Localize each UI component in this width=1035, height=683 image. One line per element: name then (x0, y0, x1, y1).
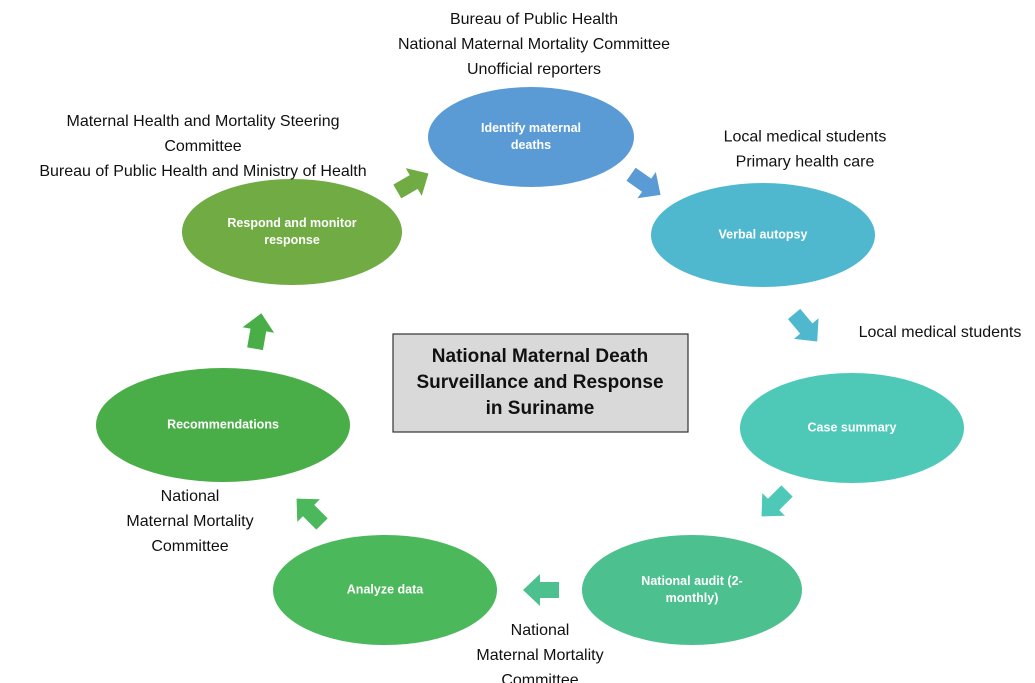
step-node (740, 373, 964, 483)
flow-arrow (242, 313, 275, 351)
annotation: National Maternal Mortality Committee (398, 36, 670, 53)
flow-arrow (523, 574, 559, 606)
flow-arrow (626, 167, 661, 199)
annotation: Primary health care (736, 154, 875, 171)
node-label: response (264, 233, 320, 247)
step-node (651, 183, 875, 287)
annotation: Bureau of Public Health (450, 11, 618, 28)
title-box (392, 333, 689, 433)
title-text: National Maternal Death (432, 346, 648, 367)
annotation: Committee (151, 538, 228, 555)
title-text: Surveillance and Response (416, 372, 663, 393)
node-label: National audit (2- (641, 574, 742, 588)
node-label: Verbal autopsy (719, 227, 808, 241)
node-label: Case summary (808, 420, 897, 434)
annotation: Maternal Health and Mortality Steering (66, 113, 339, 130)
flow-arrow (393, 168, 429, 199)
node-label: Identify maternal (481, 121, 581, 135)
annotation: National (161, 488, 220, 505)
flow-arrow (296, 498, 328, 530)
annotation: Committee (501, 672, 578, 683)
annotation: Bureau of Public Health and Ministry of … (39, 163, 366, 180)
annotation: Local medical students (724, 129, 887, 146)
node-label: monthly) (666, 591, 719, 605)
node-label: deaths (511, 138, 551, 152)
step-node (428, 87, 634, 187)
step-node (96, 368, 350, 482)
annotation: National (511, 622, 570, 639)
title-text: in Suriname (486, 398, 595, 419)
step-node (182, 179, 402, 285)
annotation: Maternal Mortality (476, 647, 603, 664)
node-label: Respond and monitor (227, 216, 356, 230)
flow-arrow (787, 308, 819, 342)
flow-arrow (761, 485, 793, 517)
step-node (273, 535, 497, 645)
annotation: Committee (164, 138, 241, 155)
step-node (582, 535, 802, 645)
node-label: Analyze data (347, 582, 424, 596)
annotation: Unofficial reporters (467, 61, 601, 78)
annotation: Local medical students (859, 324, 1022, 341)
annotation: Maternal Mortality (126, 513, 253, 530)
node-label: Recommendations (167, 417, 279, 431)
